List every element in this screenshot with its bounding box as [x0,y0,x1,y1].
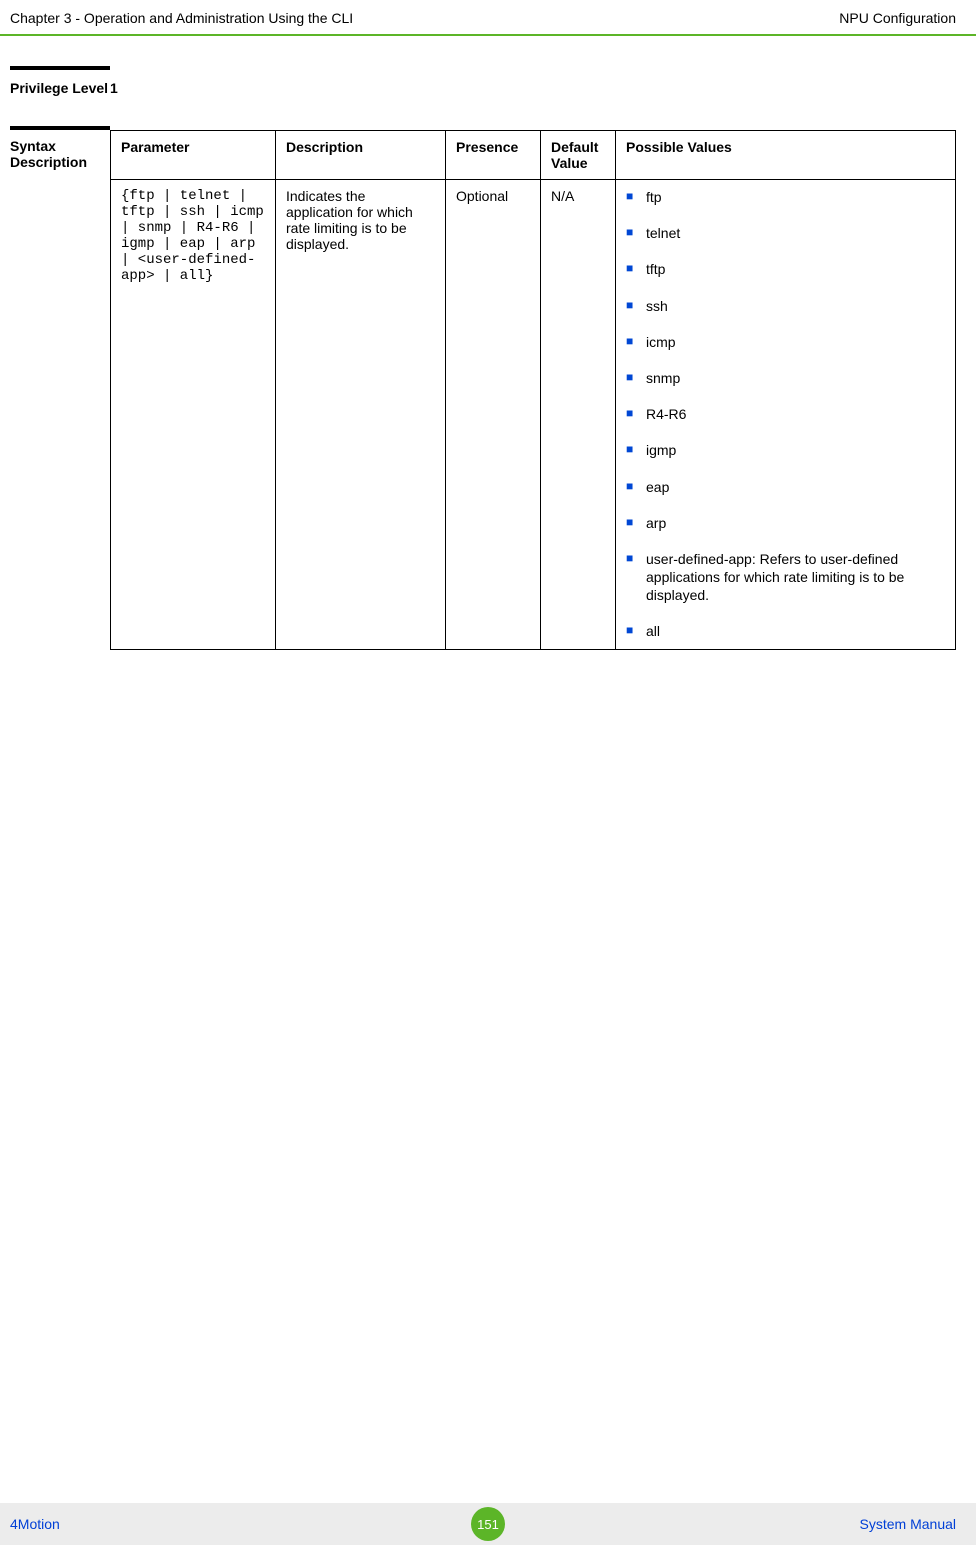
syntax-table: Parameter Description Presence Default V… [110,130,956,650]
header-left: Chapter 3 - Operation and Administration… [10,10,353,26]
privilege-value: 1 [110,70,956,96]
list-item: icmp [626,333,945,351]
list-item: arp [626,514,945,532]
td-parameter: {ftp | telnet | tftp | ssh | icmp | snmp… [111,180,276,650]
list-item: snmp [626,369,945,387]
list-item: all [626,622,945,640]
th-presence: Presence [446,131,541,180]
list-item: user-defined-app: Refers to user-defined… [626,550,945,605]
privilege-label: Privilege Level [10,70,110,96]
syntax-section: Syntax Description Parameter Description… [10,130,956,650]
td-description: Indicates the application for which rate… [276,180,446,650]
footer-left: 4Motion [10,1516,60,1532]
values-list: ftp telnet tftp ssh icmp snmp R4-R6 igmp… [626,188,945,641]
table-row: {ftp | telnet | tftp | ssh | icmp | snmp… [111,180,956,650]
td-presence: Optional [446,180,541,650]
header-right: NPU Configuration [839,10,956,26]
list-item: igmp [626,441,945,459]
list-item: R4-R6 [626,405,945,423]
syntax-label: Syntax Description [10,130,110,650]
th-default: Default Value [541,131,616,180]
th-description: Description [276,131,446,180]
th-values: Possible Values [616,131,956,180]
list-item: tftp [626,260,945,278]
content-area: Privilege Level 1 Syntax Description Par… [0,36,976,650]
page-footer: 4Motion 151 System Manual [0,1503,976,1545]
privilege-section: Privilege Level 1 [10,70,956,96]
table-header-row: Parameter Description Presence Default V… [111,131,956,180]
footer-center: 151 [471,1507,505,1541]
td-values: ftp telnet tftp ssh icmp snmp R4-R6 igmp… [616,180,956,650]
page-header: Chapter 3 - Operation and Administration… [0,0,976,36]
th-parameter: Parameter [111,131,276,180]
list-item: ftp [626,188,945,206]
td-default: N/A [541,180,616,650]
list-item: telnet [626,224,945,242]
list-item: ssh [626,297,945,315]
page-number-badge: 151 [471,1507,505,1541]
syntax-table-wrap: Parameter Description Presence Default V… [110,130,956,650]
footer-right: System Manual [860,1516,956,1532]
list-item: eap [626,478,945,496]
